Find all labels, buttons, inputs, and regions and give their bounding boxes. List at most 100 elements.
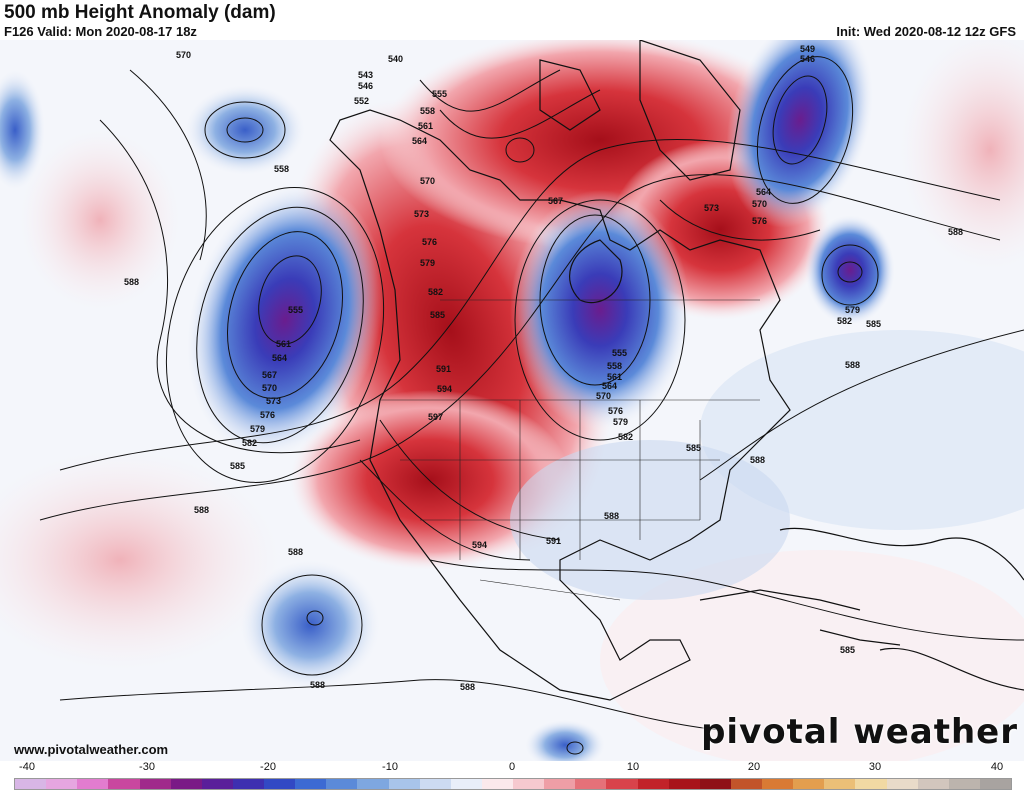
contour-label: 585 — [430, 310, 445, 320]
colorbar-swatch — [824, 779, 856, 789]
colorbar-swatch — [481, 779, 513, 789]
contour-label: 552 — [354, 96, 369, 106]
contour-label: 588 — [310, 680, 325, 690]
contour-label: 588 — [845, 360, 860, 370]
coastlines — [329, 40, 1024, 701]
contour-label: 582 — [242, 438, 257, 448]
contour-label: 585 — [866, 319, 881, 329]
contour-label: 558 — [607, 361, 622, 371]
contour-label: 579 — [613, 417, 628, 427]
colorbar-swatch — [388, 779, 420, 789]
colorbar-tick: 10 — [626, 761, 640, 773]
contour-label: 594 — [472, 540, 487, 550]
contour-label: 555 — [432, 89, 447, 99]
contour-label: 543 — [358, 70, 373, 80]
colorbar-swatch — [917, 779, 949, 789]
contour-label: 567 — [548, 196, 563, 206]
contour-label: 594 — [437, 384, 452, 394]
colorbar — [14, 778, 1012, 790]
contour-label: 576 — [260, 410, 275, 420]
colorbar-swatch — [637, 779, 669, 789]
contour-label: 573 — [704, 203, 719, 213]
contour-label: 558 — [420, 106, 435, 116]
contour-label: 576 — [752, 216, 767, 226]
colorbar-swatch — [108, 779, 140, 789]
colorbar-tick: -40 — [19, 761, 35, 773]
contour-label: 567 — [262, 370, 277, 380]
valid-time: F126 Valid: Mon 2020-08-17 18z — [4, 24, 197, 39]
contour-label: 564 — [602, 381, 617, 391]
contour-label: 588 — [124, 277, 139, 287]
map-header: 500 mb Height Anomaly (dam) F126 Valid: … — [0, 0, 1024, 40]
contour-label: 576 — [608, 406, 623, 416]
contour-label: 555 — [612, 348, 627, 358]
contour-label: 561 — [276, 339, 291, 349]
colorbar-swatch — [979, 779, 1011, 789]
colorbar-swatch — [15, 779, 47, 789]
colorbar-swatch — [513, 779, 545, 789]
colorbar-swatch — [139, 779, 171, 789]
brand-logo: pivotal weather — [701, 712, 1018, 752]
contour-label: 558 — [274, 164, 289, 174]
colorbar-tick: 20 — [747, 761, 761, 773]
contour-label: 588 — [194, 505, 209, 515]
contour-label: 570 — [752, 199, 767, 209]
contour-label: 579 — [250, 424, 265, 434]
contour-label: 588 — [948, 227, 963, 237]
contour-label: 585 — [840, 645, 855, 655]
contour-label: 573 — [266, 396, 281, 406]
colorbar-swatch — [606, 779, 638, 789]
colorbar-swatch — [419, 779, 451, 789]
map-canvas: 570 540 543 546 552 555 558 561 564 567 … — [0, 40, 1024, 761]
borders — [380, 299, 760, 601]
map-title: 500 mb Height Anomaly (dam) — [4, 2, 276, 23]
colorbar-swatch — [46, 779, 78, 789]
init-time: Init: Wed 2020-08-12 12z GFS — [836, 24, 1016, 39]
contour-label: 564 — [412, 136, 427, 146]
colorbar-swatch — [544, 779, 576, 789]
colorbar-swatch — [762, 779, 794, 789]
contour-label: 582 — [837, 316, 852, 326]
contour-label: 576 — [422, 237, 437, 247]
contour-label: 588 — [750, 455, 765, 465]
contour-label: 540 — [388, 54, 403, 64]
contour-label: 561 — [418, 121, 433, 131]
colorbar-tick: 0 — [508, 761, 516, 773]
contour-label: 579 — [420, 258, 435, 268]
colorbar-swatch — [264, 779, 296, 789]
colorbar-tick: -10 — [382, 761, 398, 773]
contour-label: 585 — [230, 461, 245, 471]
colorbar-swatch — [450, 779, 482, 789]
contour-label: 585 — [686, 443, 701, 453]
colorbar-swatch — [201, 779, 233, 789]
colorbar-swatch — [326, 779, 358, 789]
colorbar-tick: 40 — [990, 761, 1004, 773]
contour-label: 579 — [845, 305, 860, 315]
colorbar-swatch — [855, 779, 887, 789]
contour-label: 582 — [618, 432, 633, 442]
contour-label: 588 — [604, 511, 619, 521]
contour-label: 582 — [428, 287, 443, 297]
contour-label: 570 — [176, 50, 191, 60]
colorbar-swatch — [232, 779, 264, 789]
colorbar-swatch — [793, 779, 825, 789]
colorbar-swatch — [357, 779, 389, 789]
contour-label: 549 — [800, 44, 815, 54]
anomaly-map: 570 540 543 546 552 555 558 561 564 567 … — [0, 40, 1024, 761]
colorbar-tick: -20 — [260, 761, 276, 773]
website-url: www.pivotalweather.com — [14, 742, 169, 757]
contour-label: 555 — [288, 305, 303, 315]
colorbar-tick: 30 — [868, 761, 882, 773]
colorbar-ticks: -40 -30 -20 -10 0 10 20 30 40 — [0, 761, 1024, 777]
contour-label: 546 — [358, 81, 373, 91]
contour-label: 570 — [420, 176, 435, 186]
colorbar-swatch — [730, 779, 762, 789]
colorbar-swatch — [295, 779, 327, 789]
contour-label: 546 — [800, 54, 815, 64]
colorbar-swatch — [575, 779, 607, 789]
contour-label: 573 — [414, 209, 429, 219]
contour-label: 591 — [436, 364, 451, 374]
colorbar-swatch — [170, 779, 202, 789]
contour-label: 564 — [756, 187, 771, 197]
colorbar-tick: -30 — [139, 761, 155, 773]
